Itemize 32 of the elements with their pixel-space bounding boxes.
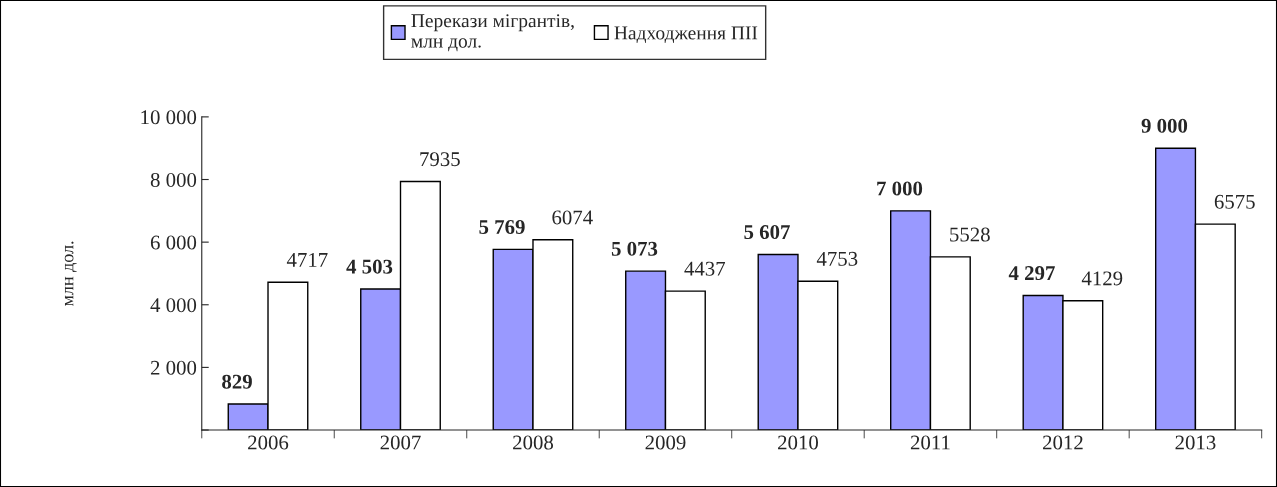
data-label: 5 607 [744,225,790,240]
data-label: 6575 [1214,194,1255,209]
y-tick-label: 10 000 [141,110,197,125]
data-label: 4437 [684,261,726,276]
y-tick-label: 2 000 [150,360,197,375]
data-label: 4753 [816,251,858,266]
x-tick-label: 2010 [778,435,818,450]
data-label: 6074 [552,210,593,225]
data-label: 5 769 [479,220,525,235]
y-tick-label: 8 000 [150,172,197,187]
x-tick-label: 2006 [248,435,289,450]
data-label: 4 503 [346,259,393,274]
data-label: 829 [222,374,252,389]
x-tick-label: 2007 [380,435,421,450]
legend-label: Надходження ПІІ [614,26,758,44]
data-label: 7935 [420,152,460,167]
x-tick-label: 2012 [1043,435,1083,450]
data-label: 4717 [286,253,328,267]
data-label: 7 000 [877,181,923,196]
legend-label: Перекази мігрантів, млн дол. [411,14,574,52]
data-label: 4 297 [1008,266,1055,281]
y-tick-label: 4 000 [150,298,197,313]
x-tick-label: 2011 [910,435,950,450]
y-tick-label: 6 000 [150,235,197,250]
x-tick-label: 2013 [1175,435,1216,450]
data-label: 5 073 [611,241,658,256]
x-tick-label: 2009 [645,435,686,450]
data-label: 4129 [1081,271,1123,286]
data-label: 5528 [950,227,990,242]
data-label: 9 000 [1141,118,1188,133]
y-axis-title: млн дол. [64,241,77,307]
x-tick-label: 2008 [513,435,554,450]
